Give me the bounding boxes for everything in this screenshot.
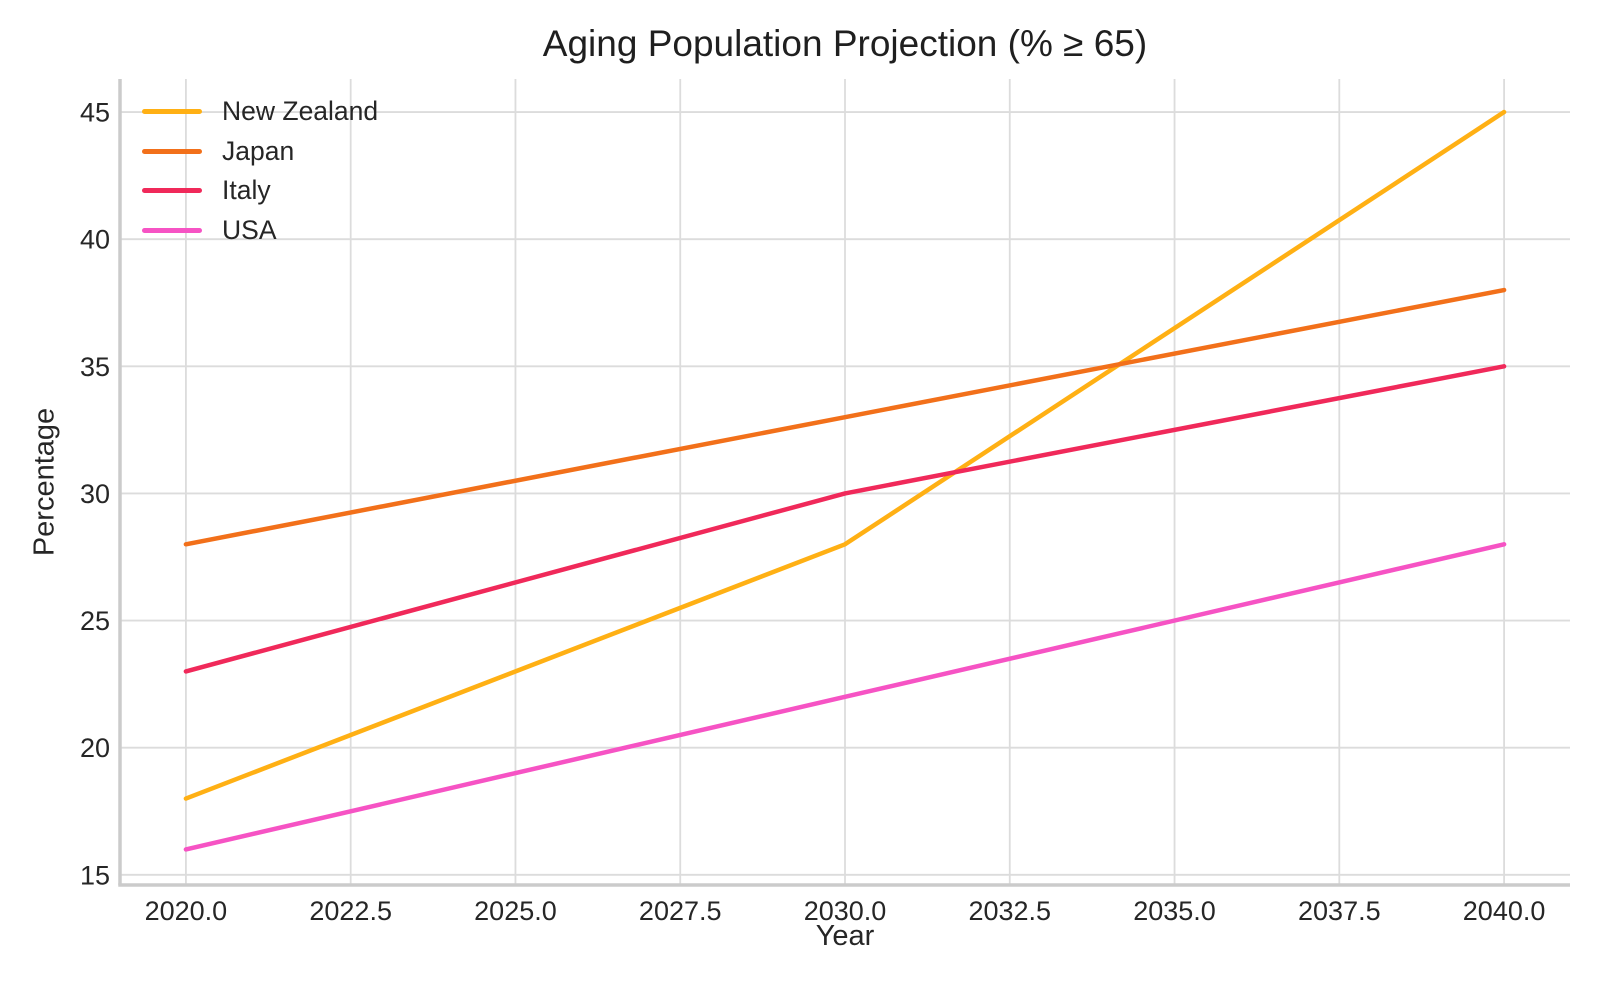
series-line-japan (183, 287, 1507, 547)
x-tick-label: 2040.0 (1463, 896, 1546, 926)
x-tick-label: 2027.5 (639, 896, 722, 926)
series-line-new-zealand (183, 109, 1507, 801)
x-tick-label: 2037.5 (1298, 896, 1381, 926)
legend-label: Italy (222, 175, 271, 206)
y-tick-label: 45 (80, 98, 110, 128)
series-line-italy (183, 364, 1507, 674)
y-tick-label: 35 (80, 352, 110, 382)
legend-label: USA (222, 214, 277, 245)
x-tick-label: 2030.0 (804, 896, 887, 926)
legend-swatch (142, 109, 202, 115)
legend-item-japan: Japan (142, 132, 378, 172)
y-tick-label: 20 (80, 733, 110, 763)
y-axis-label: Percentage (28, 407, 61, 557)
y-tick-label: 30 (80, 479, 110, 509)
x-axis-label: Year (815, 920, 875, 952)
x-tick-label: 2035.0 (1133, 896, 1216, 926)
legend-item-new-zealand: New Zealand (142, 92, 378, 132)
chart-title: Aging Population Projection (% ≥ 65) (542, 23, 1148, 64)
x-tick-label: 2022.5 (309, 896, 392, 926)
y-tick-label: 15 (80, 860, 110, 890)
x-tick-label: 2020.0 (145, 896, 228, 926)
legend-swatch (142, 227, 202, 233)
legend-swatch (142, 148, 202, 154)
x-tick-label: 2032.5 (968, 896, 1051, 926)
series-line-usa (183, 542, 1507, 852)
legend-item-italy: Italy (142, 171, 378, 211)
y-tick-label: 25 (80, 606, 110, 636)
legend: New Zealand Japan Italy USA (142, 92, 378, 250)
legend-label: New Zealand (222, 96, 379, 127)
legend-item-usa: USA (142, 211, 378, 251)
legend-label: Japan (222, 135, 295, 166)
legend-swatch (142, 188, 202, 194)
x-tick-label: 2025.0 (474, 896, 557, 926)
y-tick-label: 40 (80, 225, 110, 255)
